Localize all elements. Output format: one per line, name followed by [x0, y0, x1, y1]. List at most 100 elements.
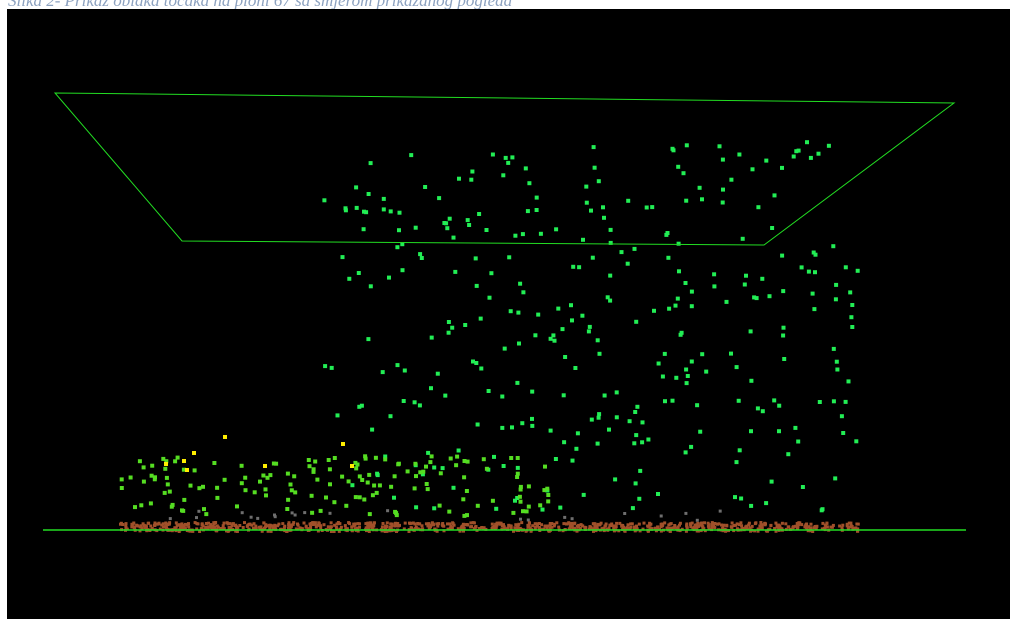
understory-point	[306, 458, 311, 462]
ground-point	[856, 529, 860, 533]
point-cloud-viewport[interactable]	[7, 9, 1010, 619]
ground-point	[234, 523, 238, 527]
ground-point	[633, 525, 636, 529]
canopy-point	[689, 289, 694, 294]
ground-point	[446, 522, 449, 526]
canopy-point	[418, 252, 423, 257]
canopy-point	[663, 399, 667, 404]
canopy-point	[808, 155, 813, 160]
ground-point	[491, 526, 495, 529]
canopy-point	[633, 481, 638, 486]
canopy-point	[580, 313, 585, 318]
understory-point	[167, 489, 172, 494]
canopy-point	[781, 289, 786, 294]
understory-point	[524, 509, 529, 514]
understory-point	[490, 498, 495, 503]
ground-point	[472, 521, 476, 525]
ground-point	[666, 527, 670, 531]
canopy-point	[684, 143, 689, 148]
ground-point	[234, 529, 238, 533]
ground-point	[235, 526, 239, 530]
ground-point	[663, 521, 667, 525]
understory-point	[133, 505, 137, 510]
canopy-point	[737, 152, 742, 157]
ground-point	[199, 527, 203, 531]
canopy-point	[780, 253, 785, 258]
understory-point	[438, 471, 443, 476]
canopy-point	[560, 327, 565, 332]
understory-point	[484, 466, 489, 471]
understory-point	[201, 484, 205, 489]
canopy-point	[754, 296, 759, 301]
ground-point	[257, 525, 261, 529]
ground-point	[420, 524, 424, 528]
ground-point	[136, 524, 139, 528]
yellow-point	[182, 459, 186, 463]
ground-point	[629, 522, 633, 526]
canopy-point	[515, 465, 520, 470]
canopy-point	[667, 306, 672, 311]
ground-point	[250, 523, 254, 527]
ground-point	[518, 526, 522, 530]
canopy-point	[469, 177, 474, 182]
ground-point	[777, 524, 781, 528]
ground-point	[161, 522, 165, 526]
understory-point	[354, 466, 359, 471]
canopy-point	[530, 389, 535, 394]
understory-point	[204, 512, 209, 517]
canopy-point	[400, 268, 405, 273]
canopy-point	[521, 290, 526, 295]
understory-point	[309, 493, 314, 498]
understory-point	[429, 454, 434, 459]
understory-point	[424, 464, 428, 469]
ground-point	[849, 524, 853, 528]
ground-point	[588, 525, 592, 529]
canopy-point	[635, 404, 640, 409]
ground-point	[660, 524, 664, 528]
canopy-point	[492, 454, 496, 459]
understory-point	[165, 482, 170, 487]
ground-point	[456, 527, 460, 531]
canopy-point	[835, 367, 840, 372]
ground-point	[548, 522, 552, 525]
ground-point	[144, 524, 148, 528]
understory-point	[515, 475, 520, 479]
ground-point	[812, 526, 816, 530]
ground-point	[309, 525, 313, 529]
ground-point	[756, 529, 760, 533]
ground-point	[254, 524, 258, 528]
ground-point	[198, 530, 202, 533]
ground-point	[333, 523, 337, 527]
understory-point	[465, 513, 469, 518]
ground-point	[204, 525, 208, 529]
ground-point	[153, 521, 157, 525]
canopy-point	[540, 507, 545, 512]
canopy-point	[683, 281, 688, 285]
understory-point	[517, 494, 522, 499]
understory-point	[518, 484, 523, 489]
grey-point	[623, 512, 627, 515]
ground-point	[132, 521, 136, 525]
understory-point	[543, 464, 547, 469]
ground-point	[426, 524, 430, 528]
ground-point	[480, 526, 484, 529]
ground-point	[796, 527, 799, 530]
understory-point	[324, 495, 328, 500]
canopy-point	[359, 403, 364, 408]
canopy-point	[608, 273, 613, 278]
canopy-point	[662, 351, 667, 356]
ground-point	[825, 525, 829, 529]
understory-point	[197, 486, 202, 491]
understory-point	[141, 479, 146, 484]
canopy-point	[811, 250, 816, 255]
understory-point	[318, 508, 323, 513]
canopy-point	[423, 185, 428, 189]
ground-point	[777, 527, 781, 531]
ground-point	[204, 522, 208, 525]
ground-point	[575, 529, 579, 533]
ground-point	[366, 526, 370, 530]
understory-point	[367, 472, 372, 477]
canopy-point	[607, 427, 611, 432]
grey-point	[563, 515, 567, 519]
canopy-point	[591, 145, 596, 150]
